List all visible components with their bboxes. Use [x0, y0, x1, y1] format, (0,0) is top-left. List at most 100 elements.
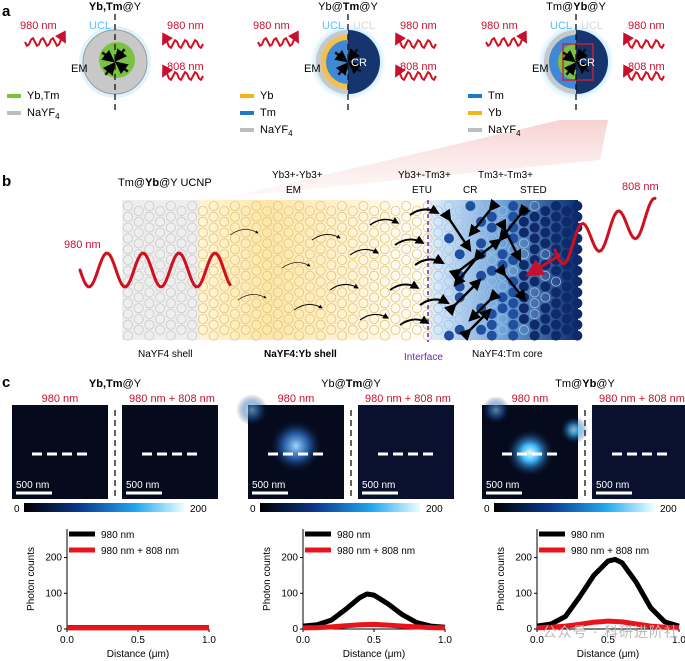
lattice-site	[197, 303, 208, 314]
lattice-site	[369, 238, 380, 249]
particle-cut-half	[348, 30, 380, 94]
lattice-site	[551, 222, 562, 233]
lattice-site	[379, 319, 390, 330]
lattice-site	[240, 227, 251, 238]
colorbar-max: 200	[426, 504, 443, 515]
lattice-site	[144, 222, 155, 233]
lattice-site	[229, 244, 240, 255]
lattice-site	[347, 292, 358, 303]
legend-label: NaYF4	[27, 107, 60, 121]
lattice-site	[551, 265, 562, 276]
lattice-site	[187, 200, 198, 211]
lattice-site	[304, 205, 315, 216]
lattice-site	[315, 233, 326, 244]
lattice-site	[219, 249, 230, 260]
lattice-site	[390, 249, 401, 260]
lattice-site	[251, 200, 262, 211]
em-arrow	[389, 280, 420, 291]
lattice-site	[251, 244, 262, 255]
lattice-site	[251, 211, 262, 222]
cr-label: CR	[579, 57, 595, 69]
lattice-site	[155, 238, 166, 249]
lattice-site	[165, 200, 176, 211]
x-tick-label: 0.0	[60, 635, 74, 646]
a-wl-left: 980 nm	[481, 20, 518, 32]
core-arrow	[563, 62, 577, 76]
core-arrow	[562, 49, 576, 63]
lattice-site	[251, 319, 262, 330]
lattice-site	[283, 324, 294, 335]
lattice-site	[326, 324, 337, 335]
profile-plot-3: 0 100 200 0.0 0.5 1.0 Distance (μm) Photon coun…	[496, 529, 685, 660]
b-title: Tm@Yb@Y UCNP	[118, 177, 212, 189]
em-arrow	[237, 294, 267, 301]
lattice-site	[369, 227, 380, 238]
lattice-site	[155, 303, 166, 314]
core-arrow	[102, 62, 116, 76]
lattice-site	[123, 254, 134, 265]
lattice-site	[272, 276, 283, 287]
em-arrow	[311, 234, 341, 241]
cr-arrow	[458, 308, 492, 342]
emission-spot	[482, 396, 510, 424]
lattice-site	[208, 276, 219, 287]
lattice-site	[518, 216, 529, 227]
b-label-tm-tm: Tm3+-Tm3+	[478, 170, 533, 181]
lattice-site	[240, 303, 251, 314]
lattice-site	[294, 287, 305, 298]
lattice-site	[144, 287, 155, 298]
colorbar-min: 0	[250, 504, 256, 515]
b-wavelength-right: 808 nm	[622, 181, 659, 193]
lattice-site	[379, 265, 390, 276]
lattice-site	[229, 276, 240, 287]
lattice-site	[497, 292, 508, 303]
lattice-site	[197, 249, 208, 260]
lattice-site	[262, 313, 273, 324]
lattice-site	[336, 244, 347, 255]
lattice-site	[165, 244, 176, 255]
lattice-site	[262, 205, 273, 216]
lattice-site	[251, 298, 262, 309]
legend-swatch	[468, 128, 482, 132]
lattice-site	[336, 233, 347, 244]
lattice-site	[497, 324, 508, 335]
lattice-site	[240, 249, 251, 260]
lattice-site	[176, 205, 187, 216]
lattice-site	[251, 276, 262, 287]
lattice-site	[240, 270, 251, 281]
cr-arrow	[498, 203, 531, 242]
lattice-site	[262, 281, 273, 292]
lattice-site	[155, 216, 166, 227]
image-980: 500 nm	[12, 405, 108, 499]
series-line-980	[302, 591, 446, 630]
lattice-site	[187, 319, 198, 330]
b-bottom-core: NaYF4:Tm core	[472, 349, 543, 360]
laser-right-top	[395, 32, 437, 50]
lattice-site	[133, 270, 144, 281]
ucl-label-right: UCL	[581, 20, 603, 32]
y-tick-label: 100	[281, 588, 298, 599]
y-tick-label: 200	[515, 553, 532, 564]
lattice-site	[272, 211, 283, 222]
legend-label: Yb	[260, 90, 273, 102]
y-tick-label: 200	[281, 553, 298, 564]
x-axis-label: Distance (μm)	[343, 649, 405, 660]
legend-label: NaYF4	[260, 124, 293, 138]
lattice-site	[411, 216, 422, 227]
lattice-site	[187, 276, 198, 287]
lattice-site	[369, 205, 380, 216]
x-tick-label: 0.5	[601, 635, 615, 646]
lattice-site	[304, 313, 315, 324]
y-tick-label: 100	[515, 588, 532, 599]
lattice-site	[315, 308, 326, 319]
lattice-site	[326, 303, 337, 314]
em-arrow	[369, 217, 400, 226]
lattice-site	[561, 216, 572, 227]
lattice-site	[304, 227, 315, 238]
a-wl-right-bottom: 808 nm	[167, 61, 204, 73]
lattice-site	[336, 222, 347, 233]
lattice-site	[144, 276, 155, 287]
lattice-site	[379, 276, 390, 287]
a-wl-right-top: 980 nm	[167, 20, 204, 32]
